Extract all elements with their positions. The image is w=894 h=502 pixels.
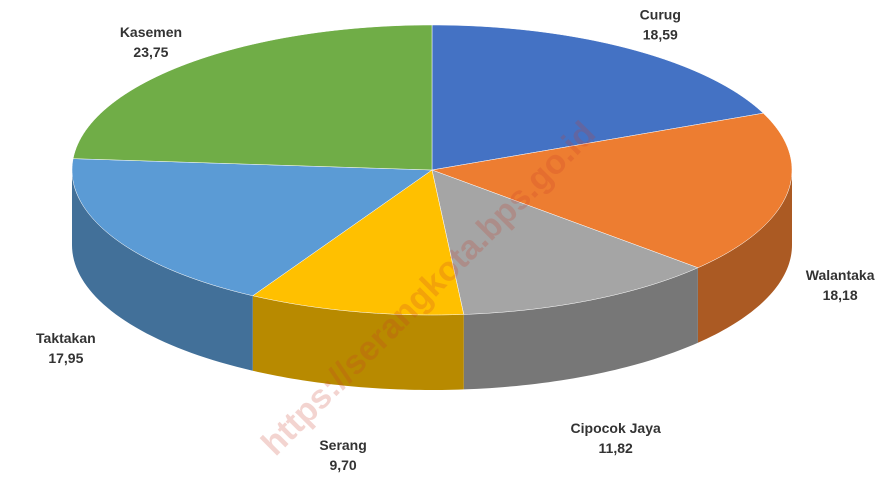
- value-label: 18,18: [823, 287, 858, 303]
- value-label: 18,59: [643, 27, 678, 43]
- value-label: 17,95: [48, 350, 83, 366]
- category-label: Serang: [319, 437, 366, 453]
- category-label: Kasemen: [120, 24, 182, 40]
- slice-side: [697, 170, 792, 343]
- category-label: Taktakan: [36, 330, 96, 346]
- pie-tops: [71, 24, 793, 316]
- slice: [431, 169, 699, 315]
- value-label: 9,70: [329, 457, 356, 473]
- slice: [431, 24, 764, 171]
- category-label: Curug: [640, 7, 681, 23]
- slice: [72, 24, 433, 171]
- slice: [71, 158, 433, 297]
- slice-side: [463, 267, 698, 390]
- pie-sides: [72, 170, 792, 390]
- category-label: Walantaka: [806, 267, 875, 283]
- value-label: 11,82: [599, 440, 633, 456]
- slice-side: [72, 170, 253, 371]
- category-label: Cipocok Jaya: [571, 420, 661, 436]
- labels: Curug 18,59 Walantaka 18,18 Cipocok Jaya 11,8…: [36, 7, 875, 473]
- slice: [431, 112, 793, 269]
- slice: [252, 169, 465, 316]
- value-label: 23,75: [133, 44, 168, 60]
- slice-side: [252, 295, 464, 390]
